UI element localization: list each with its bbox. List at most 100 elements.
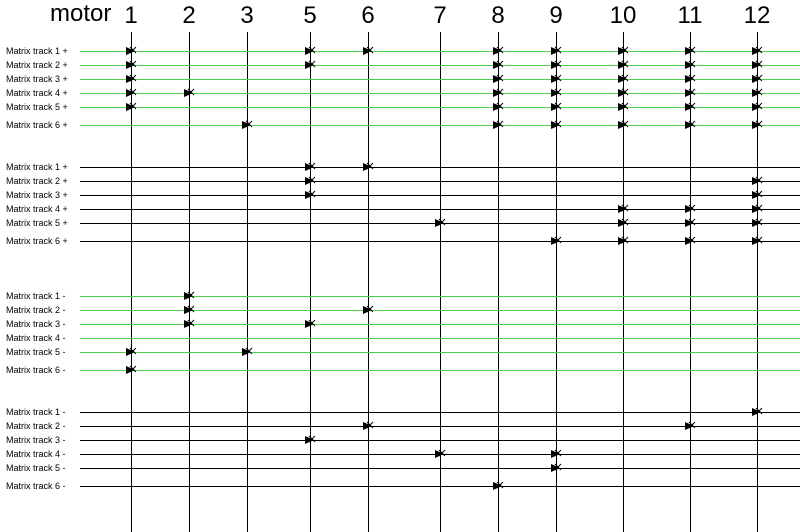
column-label: 10 xyxy=(610,2,637,30)
row-label: Matrix track 6 - xyxy=(6,365,66,375)
marker xyxy=(124,363,138,377)
row-line xyxy=(80,370,800,371)
row-line xyxy=(80,181,800,182)
marker xyxy=(182,303,196,317)
marker xyxy=(683,419,697,433)
row-label: Matrix track 1 + xyxy=(6,162,68,172)
marker xyxy=(616,202,630,216)
marker xyxy=(124,86,138,100)
row-label: Matrix track 5 + xyxy=(6,102,68,112)
marker xyxy=(303,188,317,202)
row-label: Matrix track 2 + xyxy=(6,60,68,70)
marker xyxy=(750,72,764,86)
marker xyxy=(303,317,317,331)
marker xyxy=(549,234,563,248)
row-label: Matrix track 2 + xyxy=(6,176,68,186)
marker xyxy=(303,160,317,174)
row-label: Matrix track 3 + xyxy=(6,74,68,84)
row-label: Matrix track 4 + xyxy=(6,88,68,98)
marker xyxy=(433,447,447,461)
marker xyxy=(616,100,630,114)
marker xyxy=(491,479,505,493)
marker xyxy=(549,461,563,475)
row-line xyxy=(80,486,800,487)
marker xyxy=(433,216,447,230)
marker xyxy=(750,216,764,230)
row-label: Matrix track 3 - xyxy=(6,319,66,329)
marker xyxy=(750,86,764,100)
marker xyxy=(124,44,138,58)
marker xyxy=(491,44,505,58)
marker xyxy=(549,118,563,132)
matrix-chart: motor 12356789101112Matrix track 1 +Matr… xyxy=(0,0,800,532)
marker xyxy=(683,100,697,114)
marker xyxy=(491,100,505,114)
marker xyxy=(124,58,138,72)
marker xyxy=(750,44,764,58)
marker xyxy=(683,44,697,58)
row-label: Matrix track 2 - xyxy=(6,305,66,315)
row-label: Matrix track 5 + xyxy=(6,218,68,228)
row-label: Matrix track 2 - xyxy=(6,421,66,431)
marker xyxy=(303,174,317,188)
marker xyxy=(182,317,196,331)
marker xyxy=(683,72,697,86)
row-label: Matrix track 5 - xyxy=(6,347,66,357)
row-line xyxy=(80,352,800,353)
marker xyxy=(491,58,505,72)
marker xyxy=(182,86,196,100)
marker xyxy=(491,118,505,132)
marker xyxy=(616,216,630,230)
row-line xyxy=(80,468,800,469)
marker xyxy=(750,405,764,419)
row-line xyxy=(80,338,800,339)
marker xyxy=(549,100,563,114)
marker xyxy=(616,58,630,72)
column-label: 12 xyxy=(744,2,771,30)
row-line xyxy=(80,440,800,441)
marker xyxy=(683,202,697,216)
marker xyxy=(549,44,563,58)
row-label: Matrix track 4 - xyxy=(6,333,66,343)
marker xyxy=(303,58,317,72)
column-label: 5 xyxy=(303,2,316,30)
marker xyxy=(683,58,697,72)
marker xyxy=(616,72,630,86)
marker xyxy=(683,216,697,230)
row-label: Matrix track 5 - xyxy=(6,463,66,473)
marker xyxy=(549,58,563,72)
column-label: 7 xyxy=(433,2,446,30)
marker xyxy=(683,86,697,100)
marker xyxy=(240,118,254,132)
marker xyxy=(303,44,317,58)
row-line xyxy=(80,195,800,196)
marker xyxy=(361,44,375,58)
marker xyxy=(491,72,505,86)
marker xyxy=(361,303,375,317)
column-label: 1 xyxy=(124,2,137,30)
marker xyxy=(750,188,764,202)
column-label: 2 xyxy=(182,2,195,30)
row-label: Matrix track 1 + xyxy=(6,46,68,56)
row-label: Matrix track 6 - xyxy=(6,481,66,491)
marker xyxy=(616,44,630,58)
marker xyxy=(124,345,138,359)
marker xyxy=(750,234,764,248)
title: motor xyxy=(50,0,111,28)
marker xyxy=(683,234,697,248)
marker xyxy=(750,58,764,72)
row-label: Matrix track 1 - xyxy=(6,407,66,417)
row-label: Matrix track 4 + xyxy=(6,204,68,214)
row-line xyxy=(80,167,800,168)
column-label: 11 xyxy=(678,2,703,30)
marker xyxy=(182,289,196,303)
marker xyxy=(750,174,764,188)
marker xyxy=(750,118,764,132)
row-label: Matrix track 1 - xyxy=(6,291,66,301)
marker xyxy=(549,447,563,461)
row-label: Matrix track 6 + xyxy=(6,236,68,246)
marker xyxy=(616,118,630,132)
marker xyxy=(124,72,138,86)
row-label: Matrix track 3 - xyxy=(6,435,66,445)
marker xyxy=(750,100,764,114)
